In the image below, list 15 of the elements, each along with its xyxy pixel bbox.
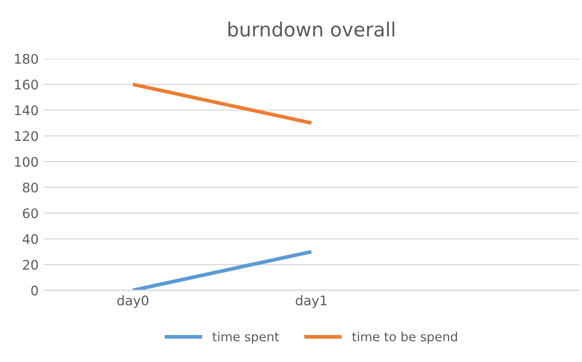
y-tick-label: 140 bbox=[15, 105, 38, 116]
y-tick-label: 100 bbox=[15, 156, 38, 167]
y-tick-label: 20 bbox=[22, 260, 38, 270]
y-tick-label: 60 bbox=[22, 208, 38, 218]
y-tick-label: 180 bbox=[15, 54, 38, 64]
chart-title: burndown overall bbox=[228, 22, 394, 37]
legend-label: time to be spend bbox=[352, 332, 457, 344]
legend-label: time spent bbox=[212, 332, 279, 344]
x-tick-label: day0 bbox=[117, 295, 148, 308]
y-tick-label: 40 bbox=[22, 234, 38, 244]
y-tick-label: 120 bbox=[15, 131, 38, 142]
y-tick-label: 0 bbox=[31, 286, 38, 296]
y-tick-label: 160 bbox=[15, 80, 38, 90]
x-tick-label: day1 bbox=[296, 295, 326, 308]
y-tick-label: 80 bbox=[22, 182, 38, 193]
